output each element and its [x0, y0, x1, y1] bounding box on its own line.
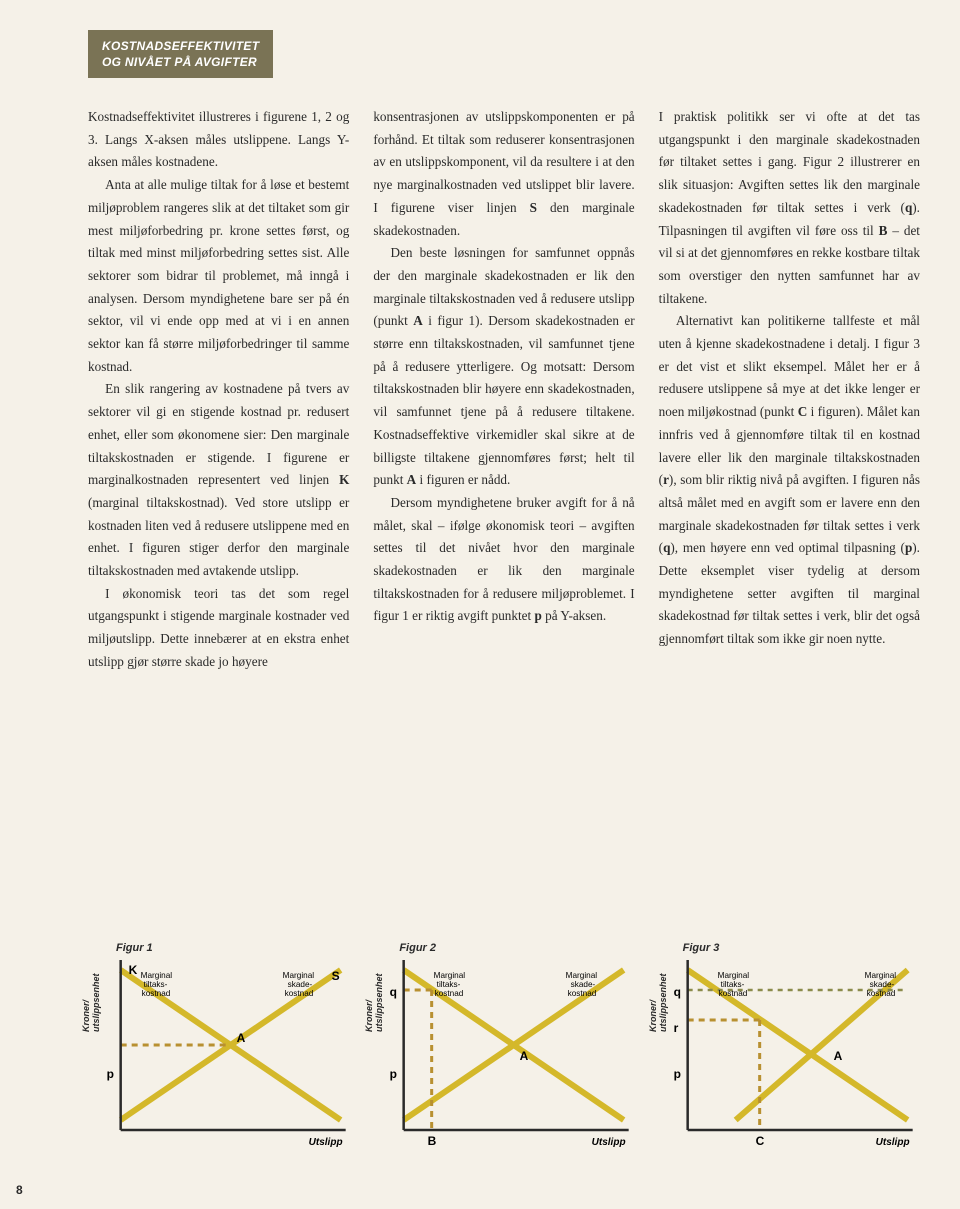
fig3-q: q: [673, 985, 680, 999]
header-line2: OG NIVÅET PÅ AVGIFTER: [102, 54, 259, 70]
figure-3-svg: q r p A C Marginaltiltaks-kostnad Margin…: [655, 960, 920, 1160]
c2-p2: Den beste løsningen for samfunnet oppnås…: [373, 242, 634, 492]
c2-p1: konsentrasjonen av utslippskomponenten e…: [373, 106, 634, 242]
c1-p3: En slik rangering av kostnadene på tvers…: [88, 378, 349, 582]
fig2-xlabel: Utslipp: [592, 1137, 626, 1148]
figure-3: Figur 3 Kroner/utslippsenhet q r p A C M…: [655, 942, 920, 1165]
fig1-K: K: [129, 963, 138, 977]
fig3-lbl-tiltak: Marginaltiltaks-kostnad: [717, 971, 749, 998]
fig3-C: C: [755, 1134, 764, 1148]
fig1-p: p: [107, 1067, 114, 1081]
text-columns: Kostnadseffektivitet illustreres i figur…: [88, 106, 920, 674]
figure-1: Figur 1 Kroner/utslippsenhet K A p Margi…: [88, 942, 353, 1165]
column-1: Kostnadseffektivitet illustreres i figur…: [88, 106, 349, 674]
c1-p2: Anta at alle mulige tiltak for å løse et…: [88, 174, 349, 378]
c1-p1: Kostnadseffektivitet illustreres i figur…: [88, 106, 349, 174]
fig3-A: A: [833, 1049, 842, 1063]
figure-1-title: Figur 1: [116, 942, 353, 954]
column-2: konsentrasjonen av utslippskomponenten e…: [373, 106, 634, 674]
figure-2-svg: q p A B Marginaltiltaks-kostnad Marginal…: [371, 960, 636, 1160]
fig2-lbl-skade: Marginalskade-kostnad: [566, 971, 598, 998]
fig3-p: p: [673, 1067, 680, 1081]
fig3-xlabel: Utslipp: [875, 1137, 909, 1148]
fig2-B: B: [428, 1134, 437, 1148]
c2-p3: Dersom myndighetene bruker avgift for å …: [373, 492, 634, 628]
fig1-xlabel: Utslipp: [309, 1137, 343, 1148]
c3-p2: Alternativt kan politikerne tallfeste et…: [659, 310, 920, 651]
fig3-r: r: [673, 1021, 678, 1035]
figure-2: Figur 2 Kroner/utslippsenhet q p A B Mar…: [371, 942, 636, 1165]
fig1-A: A: [237, 1031, 246, 1045]
fig3-lbl-skade: Marginalskade-kostnad: [864, 971, 896, 998]
fig1-S: S: [332, 969, 340, 983]
figure-2-title: Figur 2: [399, 942, 636, 954]
c3-p1: I praktisk politikk ser vi ofte at det t…: [659, 106, 920, 310]
figure-2-yaxis-label: Kroner/utslippsenhet: [365, 973, 385, 1032]
figure-1-svg: K A p Marginaltiltaks-kostnad Marginalsk…: [88, 960, 353, 1160]
figure-3-yaxis-label: Kroner/utslippsenhet: [649, 973, 669, 1032]
column-3: I praktisk politikk ser vi ofte at det t…: [659, 106, 920, 674]
figure-3-title: Figur 3: [683, 942, 920, 954]
c1-p4: I økonomisk teori tas det som regel utga…: [88, 583, 349, 674]
fig2-p: p: [390, 1067, 397, 1081]
fig1-lbl-tiltak: Marginaltiltaks-kostnad: [141, 971, 173, 998]
fig2-lbl-tiltak: Marginaltiltaks-kostnad: [434, 971, 466, 998]
fig1-lbl-skade: Marginalskade-kostnad: [283, 971, 315, 998]
fig2-A: A: [520, 1049, 529, 1063]
fig2-q: q: [390, 985, 397, 999]
figures-row: Figur 1 Kroner/utslippsenhet K A p Margi…: [88, 942, 920, 1165]
page-number: 8: [16, 1183, 23, 1197]
header-box: KOSTNADSEFFEKTIVITET OG NIVÅET PÅ AVGIFT…: [88, 30, 273, 78]
header-line1: KOSTNADSEFFEKTIVITET: [102, 38, 259, 54]
figure-1-yaxis-label: Kroner/utslippsenhet: [82, 973, 102, 1032]
